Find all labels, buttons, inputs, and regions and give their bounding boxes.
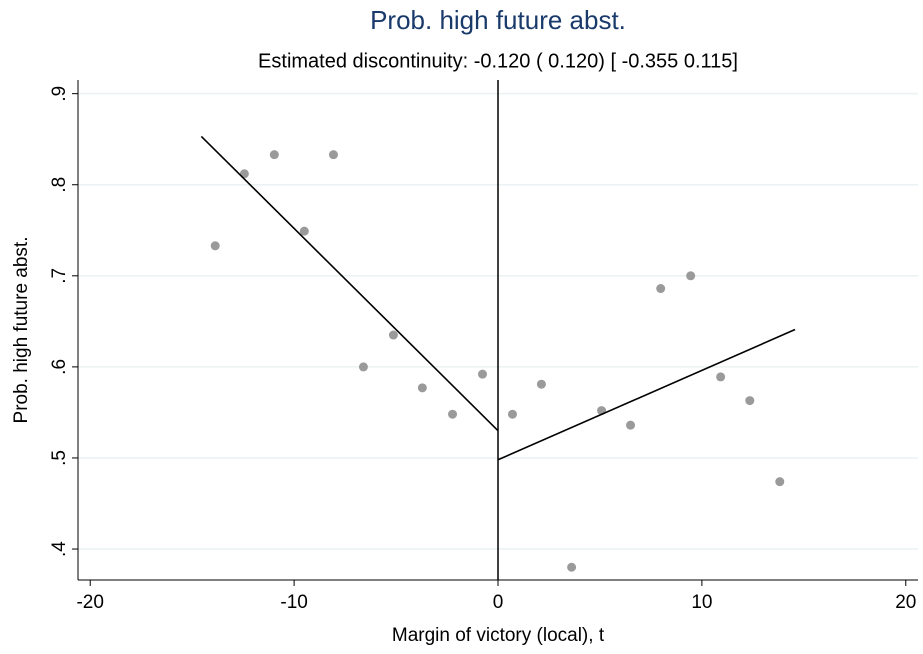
- y-tick-label: .5: [49, 450, 70, 466]
- point: [507, 409, 517, 419]
- x-tick-label: -20: [76, 592, 103, 613]
- y-tick-label: .4: [49, 541, 70, 557]
- point: [448, 409, 458, 419]
- y-tick-label: .6: [49, 359, 70, 375]
- y-tick-label: .9: [49, 86, 70, 102]
- x-axis-label: Margin of victory (local), t: [392, 625, 605, 646]
- point: [716, 372, 726, 382]
- point: [745, 396, 755, 406]
- y-tick-label: .7: [49, 268, 70, 284]
- point: [775, 477, 785, 487]
- point: [567, 562, 577, 572]
- point: [417, 383, 427, 393]
- point: [299, 226, 309, 236]
- point: [210, 241, 220, 251]
- x-tick-label: 0: [493, 592, 504, 613]
- point: [388, 330, 398, 340]
- y-axis-label: Prob. high future abst.: [11, 237, 32, 424]
- fit-line: [497, 328, 796, 461]
- chart-subtitle: Estimated discontinuity: -0.120 ( 0.120)…: [258, 50, 738, 72]
- point: [656, 284, 666, 294]
- point: [536, 379, 546, 389]
- fit-line: [200, 135, 499, 432]
- point: [269, 150, 279, 160]
- y-tick-label: .8: [49, 177, 70, 193]
- point: [626, 420, 636, 430]
- point: [478, 369, 488, 379]
- point: [358, 362, 368, 372]
- x-tick-label: 10: [691, 592, 712, 613]
- x-tick-label: 20: [895, 592, 916, 613]
- point: [328, 150, 338, 160]
- x-tick-label: -10: [280, 592, 307, 613]
- point: [686, 271, 696, 281]
- chart-title: Prob. high future abst.: [370, 5, 626, 35]
